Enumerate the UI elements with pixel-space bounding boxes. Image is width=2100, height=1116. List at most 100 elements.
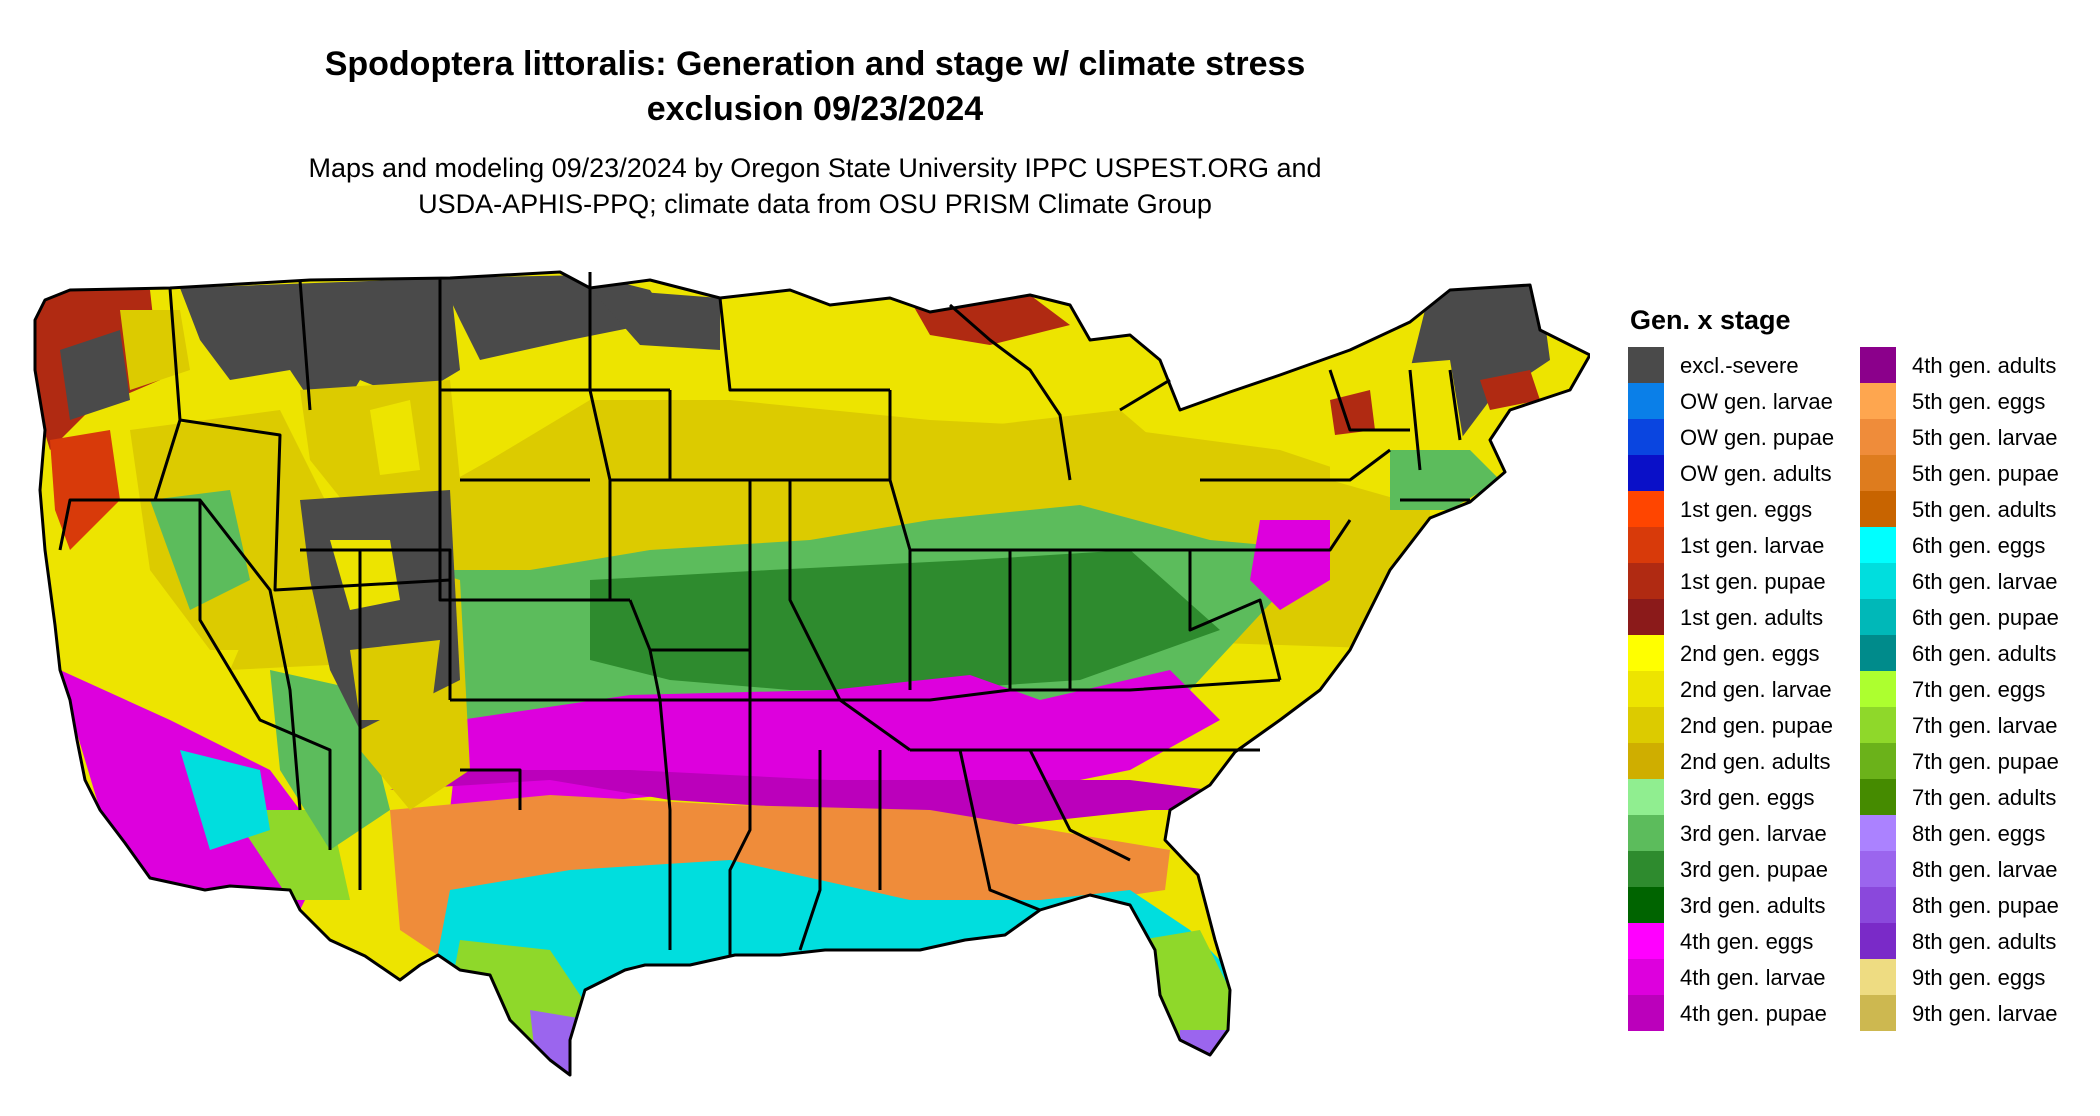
legend-item: 8th gen. larvae	[1860, 851, 2090, 887]
legend-item: OW gen. pupae	[1628, 419, 1858, 455]
legend-label: 4th gen. pupae	[1680, 1001, 1827, 1026]
legend-swatch	[1628, 959, 1664, 995]
legend-label: 2nd gen. pupae	[1680, 713, 1833, 738]
legend-label: 4th gen. adults	[1912, 353, 2057, 378]
legend-label: OW gen. larvae	[1680, 389, 1833, 414]
legend-swatch	[1628, 851, 1664, 887]
legend-item: 5th gen. eggs	[1860, 383, 2090, 419]
legend-label: 8th gen. larvae	[1912, 857, 2058, 882]
legend-item: 3rd gen. adults	[1628, 887, 1858, 923]
legend-label: 5th gen. eggs	[1912, 389, 2046, 414]
legend-label: excl.-severe	[1680, 353, 1799, 378]
legend-swatch	[1628, 707, 1664, 743]
legend-swatch	[1860, 419, 1896, 455]
legend-label: 2nd gen. larvae	[1680, 677, 1832, 702]
legend-item: 6th gen. pupae	[1860, 599, 2090, 635]
legend-label: 6th gen. larvae	[1912, 569, 2058, 594]
legend-swatch	[1628, 599, 1664, 635]
legend-item: 5th gen. adults	[1860, 491, 2090, 527]
legend-swatch	[1860, 959, 1896, 995]
legend-swatch	[1628, 635, 1664, 671]
legend-swatch	[1860, 707, 1896, 743]
legend: Gen. x stage excl.-severe OW gen. larvae O…	[1628, 305, 2088, 1035]
legend-swatch	[1860, 851, 1896, 887]
legend-label: 8th gen. pupae	[1912, 893, 2059, 918]
generation-stage-zones	[35, 272, 1590, 1075]
legend-swatch	[1860, 491, 1896, 527]
legend-item: 4th gen. pupae	[1628, 995, 1858, 1031]
legend-item: 9th gen. eggs	[1860, 959, 2090, 995]
legend-swatch	[1628, 815, 1664, 851]
legend-item: 4th gen. eggs	[1628, 923, 1858, 959]
legend-item: 6th gen. adults	[1860, 635, 2090, 671]
legend-label: 3rd gen. pupae	[1680, 857, 1829, 882]
legend-swatch	[1860, 455, 1896, 491]
legend-item: 9th gen. larvae	[1860, 995, 2090, 1031]
legend-swatch	[1860, 815, 1896, 851]
subtitle-line-1: Maps and modeling 09/23/2024 by Oregon S…	[308, 153, 1322, 183]
legend-swatch	[1860, 383, 1896, 419]
legend-swatch	[1860, 527, 1896, 563]
legend-label: OW gen. pupae	[1680, 425, 1835, 450]
legend-label: 1st gen. eggs	[1680, 497, 1813, 522]
legend-label: 3rd gen. eggs	[1680, 785, 1815, 810]
legend-label: 6th gen. pupae	[1912, 605, 2059, 630]
legend-item: 8th gen. eggs	[1860, 815, 2090, 851]
legend-label: 9th gen. eggs	[1912, 965, 2046, 990]
legend-item: 2nd gen. larvae	[1628, 671, 1858, 707]
legend-swatch	[1628, 455, 1664, 491]
legend-label: 1st gen. pupae	[1680, 569, 1826, 594]
map-title: Spodoptera littoralis: Generation and st…	[100, 42, 1530, 132]
legend-item: 3rd gen. eggs	[1628, 779, 1858, 815]
legend-swatch	[1628, 491, 1664, 527]
legend-item: OW gen. larvae	[1628, 383, 1858, 419]
subtitle-line-2: USDA-APHIS-PPQ; climate data from OSU PR…	[418, 189, 1212, 219]
legend-item: 7th gen. pupae	[1860, 743, 2090, 779]
legend-swatch	[1860, 635, 1896, 671]
legend-swatch	[1628, 383, 1664, 419]
title-line-2: exclusion 09/23/2024	[646, 90, 984, 128]
legend-item: 6th gen. eggs	[1860, 527, 2090, 563]
us-map	[33, 270, 1590, 1077]
legend-swatch	[1628, 923, 1664, 959]
legend-swatch	[1860, 995, 1896, 1031]
legend-swatch	[1860, 887, 1896, 923]
legend-item: 5th gen. larvae	[1860, 419, 2090, 455]
map-subtitle: Maps and modeling 09/23/2024 by Oregon S…	[100, 150, 1530, 222]
legend-item: 2nd gen. adults	[1628, 743, 1858, 779]
legend-item: 5th gen. pupae	[1860, 455, 2090, 491]
legend-item: 8th gen. adults	[1860, 923, 2090, 959]
legend-swatch	[1628, 743, 1664, 779]
legend-title: Gen. x stage	[1630, 305, 1791, 335]
legend-label: 2nd gen. adults	[1680, 749, 1831, 774]
legend-swatch	[1860, 743, 1896, 779]
title-line-1: Spodoptera littoralis: Generation and st…	[324, 45, 1306, 83]
legend-swatch	[1628, 671, 1664, 707]
legend-swatch	[1628, 527, 1664, 563]
legend-item: OW gen. adults	[1628, 455, 1858, 491]
legend-swatch	[1628, 779, 1664, 815]
legend-item: 7th gen. adults	[1860, 779, 2090, 815]
legend-swatch	[1860, 599, 1896, 635]
legend-item: 8th gen. pupae	[1860, 887, 2090, 923]
legend-swatch	[1860, 671, 1896, 707]
legend-label: 4th gen. larvae	[1680, 965, 1826, 990]
legend-swatch	[1628, 563, 1664, 599]
legend-swatch	[1860, 779, 1896, 815]
legend-label: 7th gen. larvae	[1912, 713, 2058, 738]
legend-label: 5th gen. larvae	[1912, 425, 2058, 450]
legend-label: 7th gen. eggs	[1912, 677, 2046, 702]
legend-item: 1st gen. larvae	[1628, 527, 1858, 563]
legend-label: 1st gen. larvae	[1680, 533, 1825, 558]
legend-label: 6th gen. eggs	[1912, 533, 2046, 558]
legend-item: 7th gen. eggs	[1860, 671, 2090, 707]
legend-item: 1st gen. eggs	[1628, 491, 1858, 527]
legend-label: 5th gen. pupae	[1912, 461, 2059, 486]
legend-label: 7th gen. pupae	[1912, 749, 2059, 774]
legend-item: 4th gen. adults	[1860, 347, 2090, 383]
legend-swatch	[1860, 923, 1896, 959]
legend-item: 1st gen. pupae	[1628, 563, 1858, 599]
legend-label: 3rd gen. adults	[1680, 893, 1826, 918]
legend-item: 3rd gen. pupae	[1628, 851, 1858, 887]
legend-label: 2nd gen. eggs	[1680, 641, 1820, 666]
